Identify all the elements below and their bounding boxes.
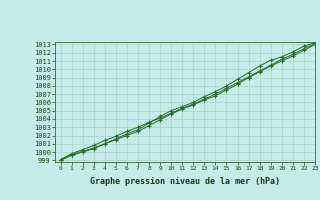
X-axis label: Graphe pression niveau de la mer (hPa): Graphe pression niveau de la mer (hPa) bbox=[90, 177, 280, 186]
